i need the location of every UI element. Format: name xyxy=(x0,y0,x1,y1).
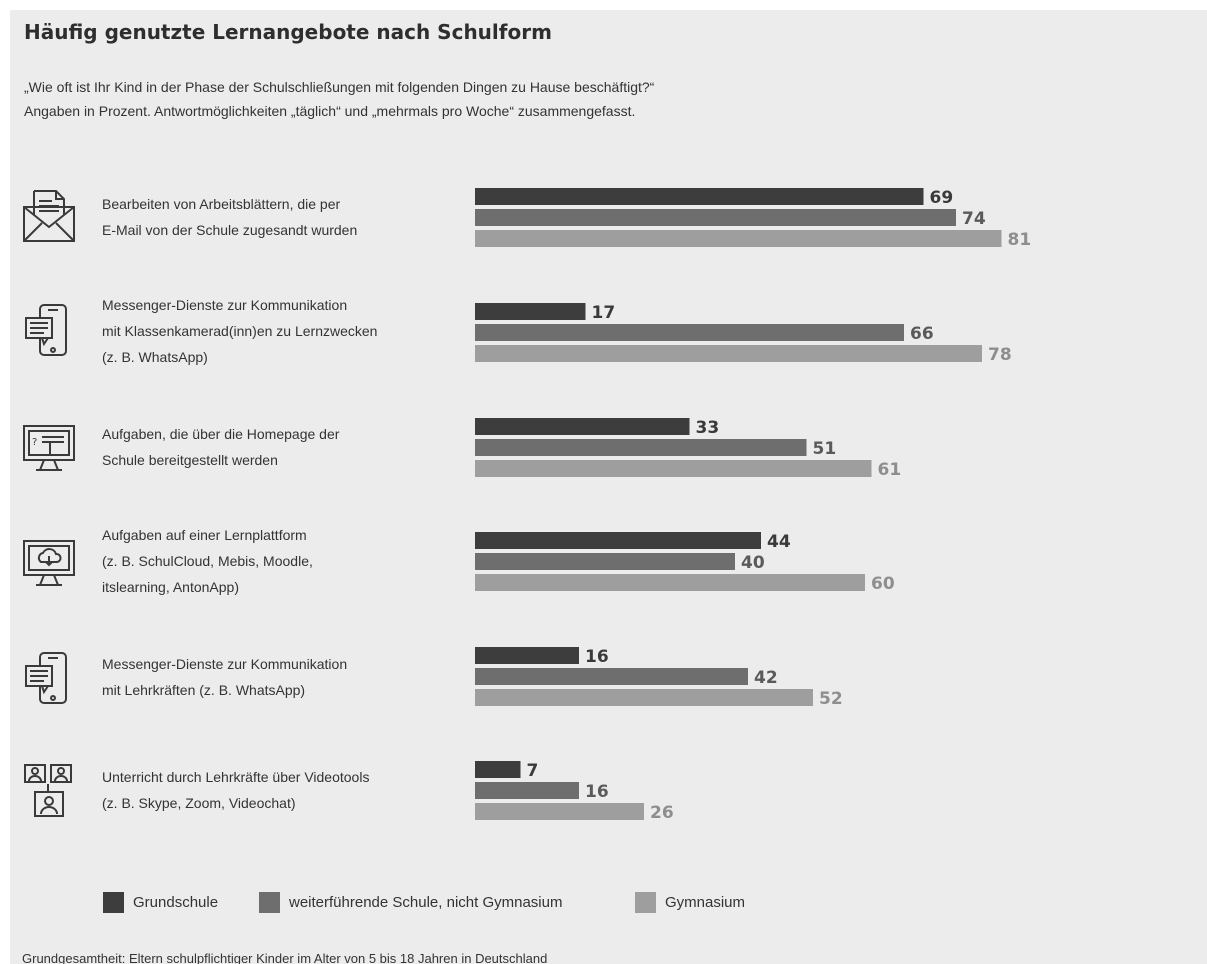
value-label-grundschule: 33 xyxy=(696,418,720,438)
category-label: Aufgaben, die über die Homepage der Schu… xyxy=(102,426,340,468)
bar-weiterfuehrende-schule xyxy=(475,324,904,341)
monitor-homepage-icon: ? xyxy=(23,425,75,471)
chart-panel: Häufig genutzte Lernangebote nach Schulf… xyxy=(10,10,1207,964)
bar-grundschule xyxy=(475,188,924,205)
value-label-gymnasium: 60 xyxy=(871,574,895,594)
value-label-gymnasium: 52 xyxy=(819,689,843,709)
value-label-grundschule: 17 xyxy=(592,303,616,323)
legend-swatch xyxy=(259,891,280,913)
category-label: Bearbeiten von Arbeitsblättern, die per … xyxy=(102,196,358,238)
bar-weiterfuehrende-schule xyxy=(475,668,748,685)
legend-label: weiterführende Schule, nicht Gymnasium xyxy=(289,893,563,911)
value-label-grundschule: 44 xyxy=(767,532,791,552)
legend-item-grundschule: Grundschule xyxy=(103,891,218,913)
value-label-weiterfuehrende-schule: 51 xyxy=(813,439,837,459)
smartphone-chat-icon xyxy=(25,304,67,356)
bar-gymnasium xyxy=(475,803,644,820)
value-label-weiterfuehrende-schule: 16 xyxy=(585,782,609,802)
category-label: Aufgaben auf einer Lernplattform (z. B. … xyxy=(102,527,313,595)
value-label-grundschule: 69 xyxy=(930,188,954,208)
value-label-weiterfuehrende-schule: 42 xyxy=(754,668,778,688)
legend-swatch xyxy=(635,891,656,913)
bar-grundschule xyxy=(475,303,586,320)
bar-weiterfuehrende-schule xyxy=(475,439,807,456)
bar-gymnasium xyxy=(475,230,1002,247)
svg-text:?: ? xyxy=(32,437,37,448)
value-label-gymnasium: 26 xyxy=(650,803,674,823)
bar-weiterfuehrende-schule xyxy=(475,209,956,226)
chart-subtitle-note: Angaben in Prozent. Antwortmöglichkeiten… xyxy=(24,103,636,119)
value-label-gymnasium: 81 xyxy=(1008,230,1032,250)
value-label-weiterfuehrende-schule: 74 xyxy=(962,209,986,229)
legend-label: Gymnasium xyxy=(665,893,746,911)
value-label-grundschule: 16 xyxy=(585,647,609,667)
value-label-gymnasium: 61 xyxy=(878,460,902,480)
email-icon xyxy=(23,190,75,242)
category-label: Unterricht durch Lehrkräfte über Videoto… xyxy=(102,769,370,811)
chart-subtitle-question: „Wie oft ist Ihr Kind in der Phase der S… xyxy=(24,79,655,95)
bar-weiterfuehrende-schule xyxy=(475,553,735,570)
bar-grundschule xyxy=(475,532,761,549)
bar-grundschule xyxy=(475,647,579,664)
category-label: Messenger-Dienste zur Kommunikation mit … xyxy=(102,297,378,365)
value-label-weiterfuehrende-schule: 66 xyxy=(910,324,934,344)
bar-grundschule xyxy=(475,761,521,778)
smartphone-chat-icon xyxy=(25,652,67,704)
bar-gymnasium xyxy=(475,574,865,591)
legend-label: Grundschule xyxy=(133,893,219,911)
legend-item-gymnasium: Gymnasium xyxy=(635,891,745,913)
monitor-cloud-icon xyxy=(23,540,75,586)
value-label-weiterfuehrende-schule: 40 xyxy=(741,553,765,573)
bar-gymnasium xyxy=(475,460,872,477)
value-label-gymnasium: 78 xyxy=(988,345,1012,365)
legend-swatch xyxy=(103,891,124,913)
video-conference-icon xyxy=(24,764,72,817)
bar-gymnasium xyxy=(475,345,982,362)
value-label-grundschule: 7 xyxy=(527,761,539,781)
bar-gymnasium xyxy=(475,689,813,706)
bar-grundschule xyxy=(475,418,690,435)
legend-item-weiterfuehrende-schule: weiterführende Schule, nicht Gymnasium xyxy=(259,891,562,913)
bar-weiterfuehrende-schule xyxy=(475,782,579,799)
chart-title: Häufig genutzte Lernangebote nach Schulf… xyxy=(24,20,552,44)
category-label: Messenger-Dienste zur Kommunikation mit … xyxy=(102,656,348,698)
footnote: Grundgesamtheit: Eltern schulpflichtiger… xyxy=(22,951,548,964)
